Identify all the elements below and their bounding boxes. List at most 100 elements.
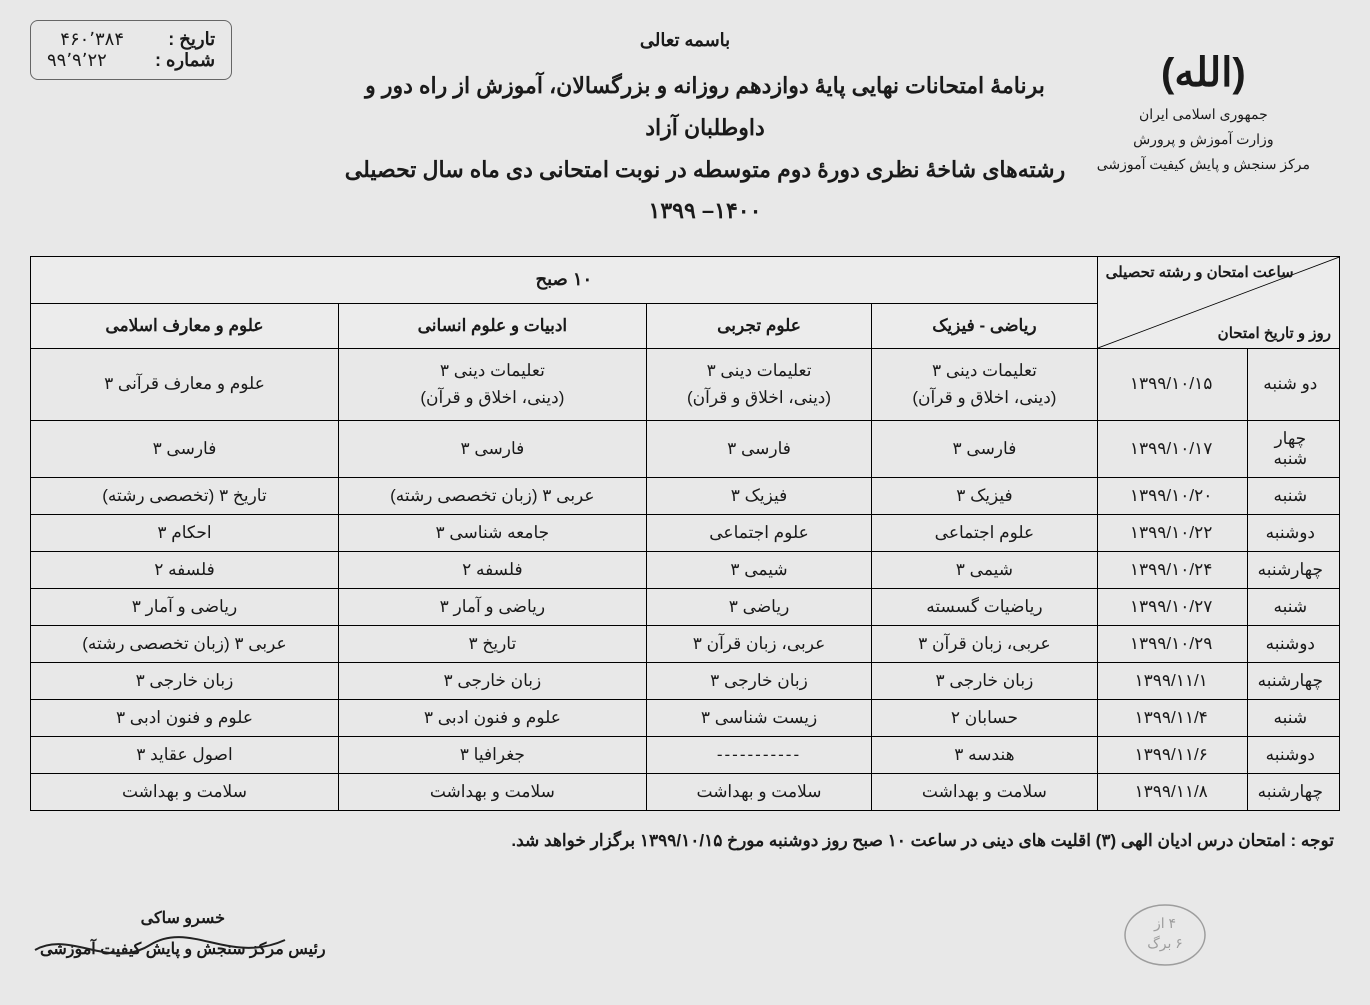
subject-humanities: جغرافیا ۳ <box>338 736 646 773</box>
table-row: چهارشنبه۱۳۹۹/۱۱/۱زبان خارجی ۳زبان خارجی … <box>31 662 1340 699</box>
subject-islamic: علوم و معارف قرآنی ۳ <box>31 349 339 420</box>
title-line-1: برنامهٔ امتحانات نهایی پایهٔ دوازدهم روز… <box>330 65 1080 149</box>
subject-science: سلامت و بهداشت <box>646 773 871 810</box>
diag-header-bottom: روز و تاریخ امتحان <box>1218 324 1331 342</box>
subject-science: علوم اجتماعی <box>646 514 871 551</box>
subject-islamic: عربی ۳ (زبان تخصصی رشته) <box>31 625 339 662</box>
footer-note: توجه : امتحان درس ادیان الهی (۳) اقلیت ه… <box>30 831 1340 851</box>
subject-islamic: زبان خارجی ۳ <box>31 662 339 699</box>
table-row: چهارشنبه۱۳۹۹/۱۰/۲۴شیمی ۳شیمی ۳فلسفه ۲فلس… <box>31 551 1340 588</box>
subject-math: فارسی ۳ <box>872 420 1097 477</box>
date-cell: ۱۳۹۹/۱۰/۱۷ <box>1097 420 1247 477</box>
schedule-tbody: دو شنبه۱۳۹۹/۱۰/۱۵تعلیمات دینی ۳(دینی، اخ… <box>31 349 1340 810</box>
date-cell: ۱۳۹۹/۱۰/۲۴ <box>1097 551 1247 588</box>
table-row: دوشنبه۱۳۹۹/۱۰/۲۲علوم اجتماعیعلوم اجتماعی… <box>31 514 1340 551</box>
subject-math: فیزیک ۳ <box>872 477 1097 514</box>
day-cell: دوشنبه <box>1247 625 1339 662</box>
subject-humanities: عربی ۳ (زبان تخصصی رشته) <box>338 477 646 514</box>
subject-science: عربی، زبان قرآن ۳ <box>646 625 871 662</box>
org-line-1: جمهوری اسلامی ایران <box>1097 102 1310 127</box>
subject-science: فارسی ۳ <box>646 420 871 477</box>
subject-islamic: فارسی ۳ <box>31 420 339 477</box>
major-humanities: ادبیات و علوم انسانی <box>338 303 646 348</box>
table-row: شنبه۱۳۹۹/۱۰/۲۷ریاضیات گسستهریاضی ۳ریاضی … <box>31 588 1340 625</box>
exam-schedule-table: ساعت امتحان و رشته تحصیلی روز و تاریخ ام… <box>30 256 1340 810</box>
table-row: چهار شنبه۱۳۹۹/۱۰/۱۷فارسی ۳فارسی ۳فارسی ۳… <box>31 420 1340 477</box>
table-row: شنبه۱۳۹۹/۱۰/۲۰فیزیک ۳فیزیک ۳عربی ۳ (زبان… <box>31 477 1340 514</box>
subject-science: ریاضی ۳ <box>646 588 871 625</box>
subject-humanities: سلامت و بهداشت <box>338 773 646 810</box>
subject-science: زبان خارجی ۳ <box>646 662 871 699</box>
day-cell: چهارشنبه <box>1247 662 1339 699</box>
table-row: دوشنبه۱۳۹۹/۱۰/۲۹عربی، زبان قرآن ۳عربی، ز… <box>31 625 1340 662</box>
date-cell: ۱۳۹۹/۱۱/۶ <box>1097 736 1247 773</box>
signature-scribble-icon <box>30 925 290 975</box>
day-cell: شنبه <box>1247 699 1339 736</box>
date-cell: ۱۳۹۹/۱۱/۸ <box>1097 773 1247 810</box>
org-line-2: وزارت آموزش و پرورش <box>1097 127 1310 152</box>
day-cell: دو شنبه <box>1247 349 1339 420</box>
subject-humanities: تاریخ ۳ <box>338 625 646 662</box>
subject-islamic: علوم و فنون ادبی ۳ <box>31 699 339 736</box>
date-cell: ۱۳۹۹/۱۰/۱۵ <box>1097 349 1247 420</box>
subject-math: تعلیمات دینی ۳(دینی، اخلاق و قرآن) <box>872 349 1097 420</box>
document-info-box: تاریخ : ۴۶۰٬۳۸۴ شماره : ۹۹٬۹٬۲۲ <box>30 20 232 80</box>
date-label: تاریخ : <box>168 29 215 50</box>
major-science: علوم تجربی <box>646 303 871 348</box>
subject-math: حسابان ۲ <box>872 699 1097 736</box>
number-label: شماره : <box>155 50 215 71</box>
date-cell: ۱۳۹۹/۱۰/۲۷ <box>1097 588 1247 625</box>
date-value: ۴۶۰٬۳۸۴ <box>60 29 160 50</box>
date-cell: ۱۳۹۹/۱۱/۱ <box>1097 662 1247 699</box>
subject-science: تعلیمات دینی ۳(دینی، اخلاق و قرآن) <box>646 349 871 420</box>
table-row: دوشنبه۱۳۹۹/۱۱/۶هندسه ۳-----------جغرافیا… <box>31 736 1340 773</box>
page-stamp-icon: ۴ از ۶ برگ <box>1120 900 1210 970</box>
day-cell: چهار شنبه <box>1247 420 1339 477</box>
day-cell: شنبه <box>1247 588 1339 625</box>
subject-science: ----------- <box>646 736 871 773</box>
svg-text:۴ از: ۴ از <box>1153 915 1176 932</box>
subject-humanities: زبان خارجی ۳ <box>338 662 646 699</box>
number-value: ۹۹٬۹٬۲۲ <box>47 50 147 71</box>
day-cell: چهارشنبه <box>1247 773 1339 810</box>
time-header: ۱۰ صبح <box>31 257 1098 304</box>
date-cell: ۱۳۹۹/۱۱/۴ <box>1097 699 1247 736</box>
title-line-2: رشته‌های شاخهٔ نظری دورهٔ دوم متوسطه در … <box>330 149 1080 233</box>
subject-math: زبان خارجی ۳ <box>872 662 1097 699</box>
day-cell: شنبه <box>1247 477 1339 514</box>
major-math: ریاضی - فیزیک <box>872 303 1097 348</box>
subject-math: هندسه ۳ <box>872 736 1097 773</box>
table-row: چهارشنبه۱۳۹۹/۱۱/۸سلامت و بهداشتسلامت و ب… <box>31 773 1340 810</box>
subject-islamic: تاریخ ۳ (تخصصی رشته) <box>31 477 339 514</box>
subject-math: ریاضیات گسسته <box>872 588 1097 625</box>
day-cell: دوشنبه <box>1247 514 1339 551</box>
subject-islamic: احکام ۳ <box>31 514 339 551</box>
subject-science: فیزیک ۳ <box>646 477 871 514</box>
table-row: شنبه۱۳۹۹/۱۱/۴حسابان ۲زیست شناسی ۳علوم و … <box>31 699 1340 736</box>
subject-humanities: فلسفه ۲ <box>338 551 646 588</box>
subject-humanities: ریاضی و آمار ۳ <box>338 588 646 625</box>
svg-text:۶ برگ: ۶ برگ <box>1147 935 1183 952</box>
subject-math: علوم اجتماعی <box>872 514 1097 551</box>
org-line-3: مرکز سنجش و پایش کیفیت آموزشی <box>1097 152 1310 177</box>
date-cell: ۱۳۹۹/۱۰/۲۰ <box>1097 477 1247 514</box>
date-cell: ۱۳۹۹/۱۰/۲۹ <box>1097 625 1247 662</box>
diag-header-top: ساعت امتحان و رشته تحصیلی <box>1106 263 1294 281</box>
subject-humanities: فارسی ۳ <box>338 420 646 477</box>
major-islamic: علوم و معارف اسلامی <box>31 303 339 348</box>
subject-islamic: ریاضی و آمار ۳ <box>31 588 339 625</box>
subject-humanities: تعلیمات دینی ۳(دینی، اخلاق و قرآن) <box>338 349 646 420</box>
subject-math: عربی، زبان قرآن ۳ <box>872 625 1097 662</box>
subject-islamic: فلسفه ۲ <box>31 551 339 588</box>
date-cell: ۱۳۹۹/۱۰/۲۲ <box>1097 514 1247 551</box>
subject-islamic: سلامت و بهداشت <box>31 773 339 810</box>
diagonal-header-cell: ساعت امتحان و رشته تحصیلی روز و تاریخ ام… <box>1097 257 1339 349</box>
subject-islamic: اصول عقاید ۳ <box>31 736 339 773</box>
subject-math: سلامت و بهداشت <box>872 773 1097 810</box>
subject-humanities: جامعه شناسی ۳ <box>338 514 646 551</box>
table-row: دو شنبه۱۳۹۹/۱۰/۱۵تعلیمات دینی ۳(دینی، اخ… <box>31 349 1340 420</box>
day-cell: چهارشنبه <box>1247 551 1339 588</box>
organization-emblem: (الله) جمهوری اسلامی ایران وزارت آموزش و… <box>1097 50 1310 178</box>
subject-humanities: علوم و فنون ادبی ۳ <box>338 699 646 736</box>
subject-science: شیمی ۳ <box>646 551 871 588</box>
